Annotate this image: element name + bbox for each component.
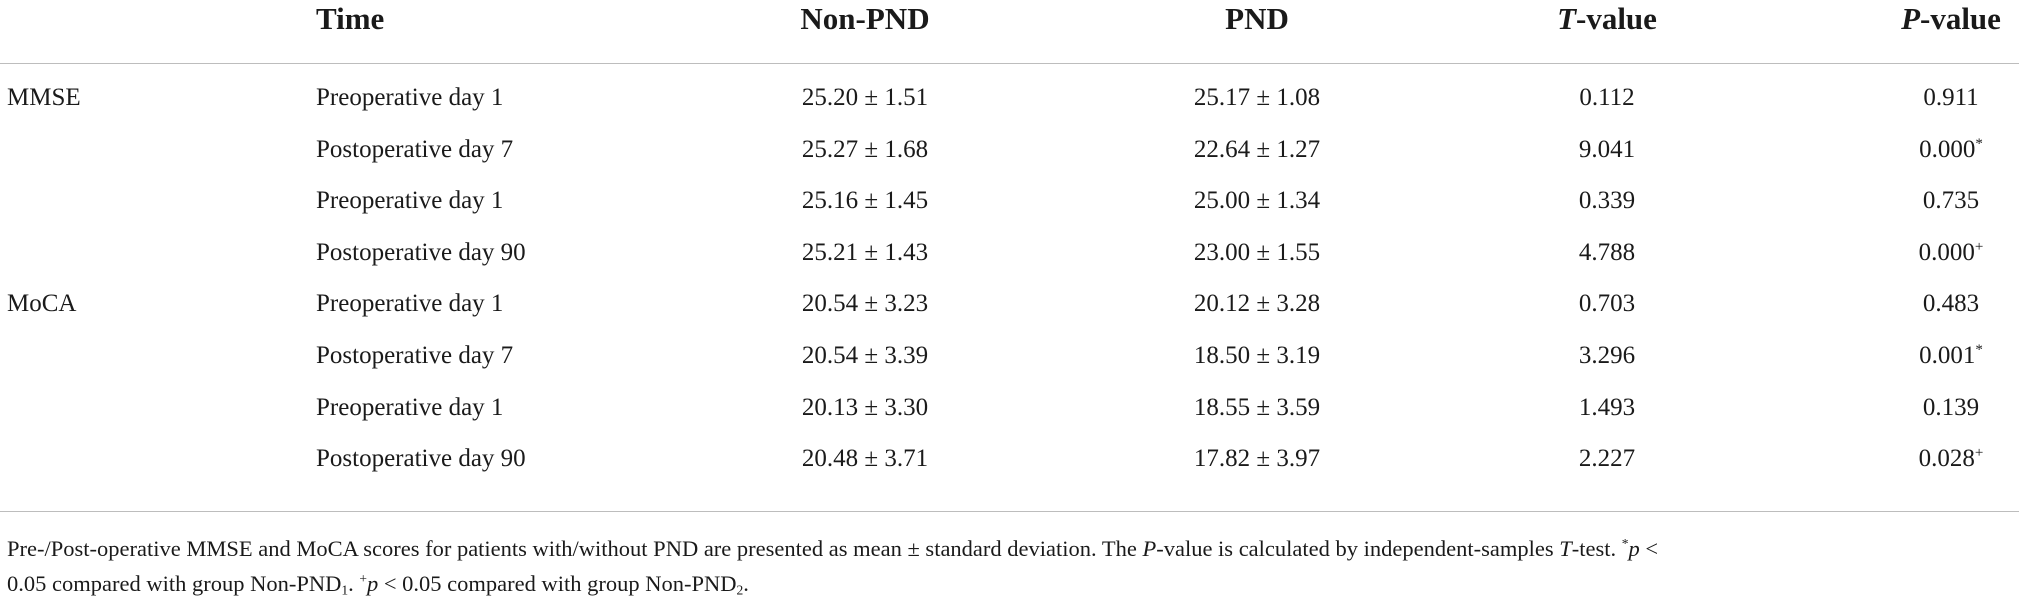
header-t-value: T-value bbox=[1557, 3, 1657, 34]
cell-time: Postoperative day 90 bbox=[316, 445, 526, 473]
table-row: Postoperative day 7 25.27 ± 1.68 22.64 ± 1… bbox=[0, 123, 2019, 175]
cell-group: MMSE bbox=[7, 84, 81, 111]
p-value-number: 0.483 bbox=[1922, 290, 1980, 318]
header-t-suffix: -value bbox=[1576, 1, 1657, 36]
cell-t-value: 2.227 bbox=[1578, 445, 1636, 473]
cell-t-value: 0.703 bbox=[1578, 290, 1636, 318]
table-bottom-divider bbox=[0, 511, 2019, 512]
cell-group: MoCA bbox=[7, 290, 77, 318]
header-divider bbox=[0, 63, 2019, 64]
cell-p-value: 0.028+ bbox=[1918, 445, 1984, 473]
cell-t-value: 1.493 bbox=[1578, 393, 1636, 421]
cell-p-value: 0.139 bbox=[1923, 395, 1979, 420]
p-value-number: 0.000 bbox=[1918, 238, 1975, 266]
table-footnote: Pre-/Post-operative MMSE and MoCA scores… bbox=[7, 531, 2007, 601]
cell-p-value: 0.735 bbox=[1923, 188, 1979, 213]
cell-time: Postoperative day 7 bbox=[316, 135, 514, 163]
cell-non-pnd: 25.27 ± 1.68 bbox=[801, 135, 929, 163]
cell-pnd: 25.17 ± 1.08 bbox=[1193, 84, 1321, 111]
cell-time: Postoperative day 7 bbox=[316, 342, 514, 369]
cell-p-value: 0.000* bbox=[1919, 135, 1983, 163]
table-row: Preoperative day 1 20.13 ± 3.30 18.55 ± 3.… bbox=[0, 381, 2019, 433]
p-value-number: 0.001 bbox=[1919, 342, 1976, 369]
p-value-number: 0.028 bbox=[1918, 445, 1975, 473]
significance-mark: + bbox=[1974, 238, 1984, 255]
cell-p-value: 0.000+ bbox=[1918, 238, 1984, 266]
significance-mark: + bbox=[1974, 445, 1984, 462]
table-header-row: Time Non-PND PND T-value P-value bbox=[0, 0, 2019, 48]
header-p-value: P-value bbox=[1901, 3, 2001, 34]
table-row: Postoperative day 7 20.54 ± 3.39 18.50 ± 3… bbox=[0, 329, 2019, 381]
table-row: MoCA Preoperative day 1 20.54 ± 3.23 20.12 … bbox=[0, 277, 2019, 329]
cell-pnd: 17.82 ± 3.97 bbox=[1193, 445, 1321, 473]
cell-time: Preoperative day 1 bbox=[316, 84, 504, 111]
header-non-pnd: Non-PND bbox=[800, 1, 930, 36]
significance-mark: * bbox=[1975, 342, 1983, 358]
cell-t-value: 3.296 bbox=[1578, 342, 1636, 369]
header-p-suffix: -value bbox=[1920, 1, 2001, 36]
significance-mark: * bbox=[1975, 135, 1983, 152]
cell-non-pnd: 20.54 ± 3.39 bbox=[801, 342, 929, 369]
cell-non-pnd: 25.16 ± 1.45 bbox=[801, 187, 929, 215]
cell-p-value: 0.483 bbox=[1923, 291, 1979, 316]
cell-pnd: 23.00 ± 1.55 bbox=[1193, 238, 1321, 266]
header-p-letter: P bbox=[1901, 1, 1920, 36]
cell-time: Preoperative day 1 bbox=[316, 187, 504, 215]
cell-pnd: 25.00 ± 1.34 bbox=[1193, 187, 1321, 215]
footnote-line-1: Pre-/Post-operative MMSE and MoCA scores… bbox=[7, 535, 1659, 561]
cell-non-pnd: 25.20 ± 1.51 bbox=[801, 84, 929, 111]
footnote-line-2: 0.05 compared with group Non-PND1. +p < … bbox=[7, 570, 749, 598]
cell-pnd: 22.64 ± 1.27 bbox=[1193, 135, 1321, 163]
cell-pnd: 18.55 ± 3.59 bbox=[1193, 393, 1321, 421]
p-value-number: 0.000 bbox=[1919, 135, 1976, 163]
header-time: Time bbox=[316, 1, 385, 36]
cell-non-pnd: 20.48 ± 3.71 bbox=[801, 445, 929, 473]
cell-t-value: 9.041 bbox=[1578, 135, 1636, 163]
table-row: Preoperative day 1 25.16 ± 1.45 25.00 ± 1.… bbox=[0, 174, 2019, 226]
cell-p-value: 0.001* bbox=[1919, 342, 1983, 369]
header-pnd: PND bbox=[1225, 1, 1289, 36]
header-t-letter: T bbox=[1557, 1, 1576, 36]
cell-t-value: 0.339 bbox=[1578, 187, 1636, 215]
cell-time: Postoperative day 90 bbox=[316, 238, 526, 266]
cell-non-pnd: 25.21 ± 1.43 bbox=[801, 238, 929, 266]
cell-pnd: 18.50 ± 3.19 bbox=[1193, 342, 1321, 369]
table-row: Postoperative day 90 25.21 ± 1.43 23.00 ± … bbox=[0, 226, 2019, 278]
cell-p-value: 0.911 bbox=[1923, 85, 1978, 110]
table-row: Postoperative day 90 20.48 ± 3.71 17.82 ± … bbox=[0, 432, 2019, 484]
cell-pnd: 20.12 ± 3.28 bbox=[1193, 290, 1321, 318]
cell-non-pnd: 20.54 ± 3.23 bbox=[801, 290, 929, 318]
p-value-number: 0.911 bbox=[1923, 84, 1979, 111]
cell-t-value: 4.788 bbox=[1578, 238, 1636, 266]
p-value-number: 0.735 bbox=[1922, 187, 1980, 215]
cell-time: Preoperative day 1 bbox=[316, 290, 504, 318]
p-value-number: 0.139 bbox=[1922, 393, 1980, 421]
cell-non-pnd: 20.13 ± 3.30 bbox=[801, 393, 929, 421]
table-row: MMSE Preoperative day 1 25.20 ± 1.51 25.17 … bbox=[0, 71, 2019, 123]
cell-time: Preoperative day 1 bbox=[316, 393, 504, 421]
cell-t-value: 0.112 bbox=[1579, 84, 1635, 111]
